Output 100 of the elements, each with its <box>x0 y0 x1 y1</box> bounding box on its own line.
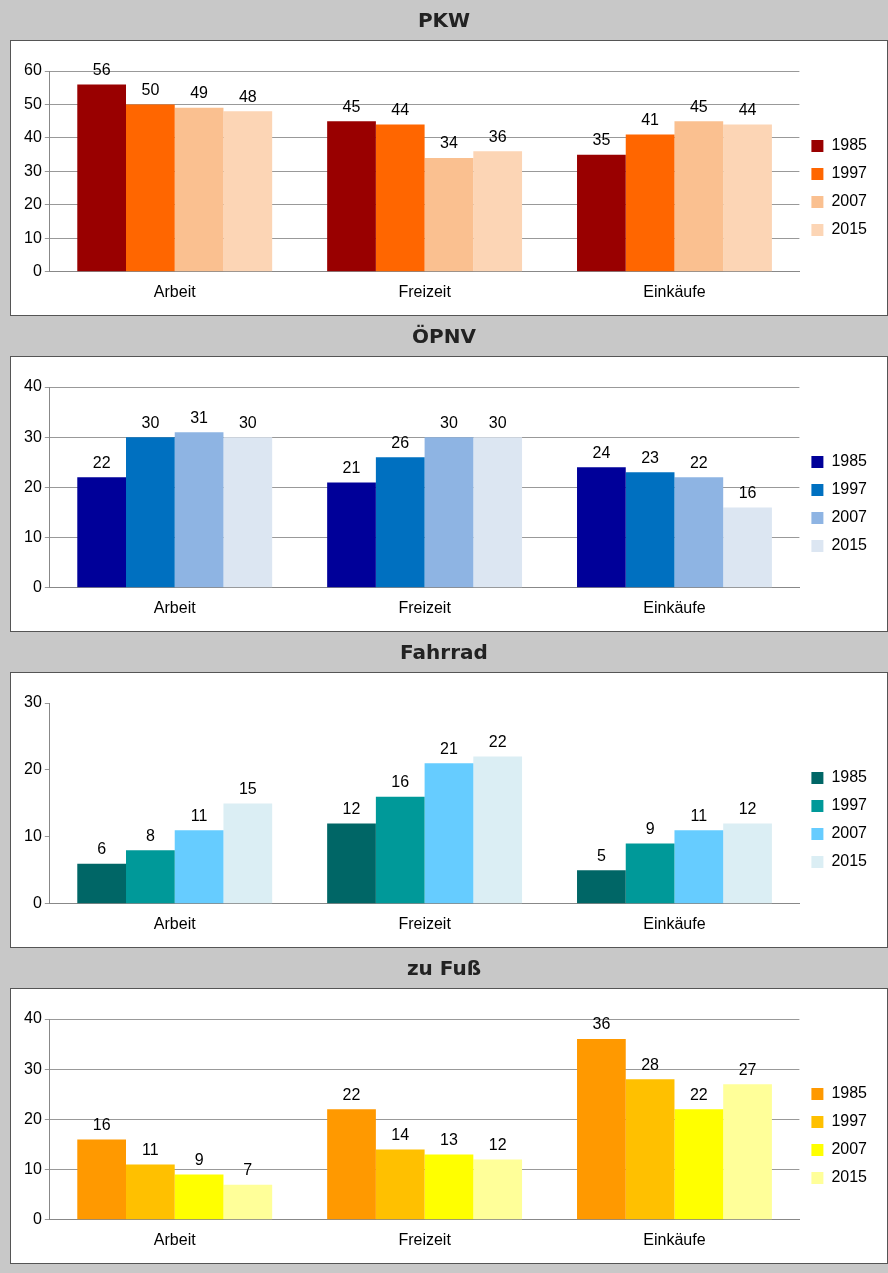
bar <box>223 803 273 904</box>
bar <box>473 437 523 588</box>
legend-label: 2015 <box>831 852 868 870</box>
bar <box>577 154 626 272</box>
y-tick-label: 40 <box>24 377 42 395</box>
bar <box>674 830 724 904</box>
data-label: 12 <box>738 799 757 817</box>
data-label: 6 <box>97 840 107 858</box>
bar <box>223 111 273 272</box>
data-label: 24 <box>592 443 611 461</box>
data-label: 30 <box>238 413 257 431</box>
data-label: 13 <box>440 1130 458 1148</box>
data-label: 28 <box>641 1055 660 1073</box>
legend-label: 2007 <box>831 508 868 526</box>
data-label: 36 <box>488 127 507 145</box>
data-label: 56 <box>92 60 111 78</box>
y-tick-label: 0 <box>32 1210 42 1228</box>
data-label: 16 <box>738 483 757 501</box>
bar <box>674 121 724 272</box>
bar <box>375 796 425 904</box>
bar <box>327 1109 376 1220</box>
bar <box>473 151 523 272</box>
data-label: 23 <box>641 448 660 466</box>
bar <box>327 121 376 272</box>
y-tick-label: 0 <box>32 578 42 596</box>
bar <box>126 1164 175 1220</box>
bar <box>375 1149 425 1220</box>
bar <box>77 863 127 904</box>
legend-label: 2007 <box>831 192 868 210</box>
x-tick-label: Arbeit <box>153 1230 197 1248</box>
data-label: 5 <box>596 846 606 864</box>
y-tick-label: 20 <box>24 477 42 495</box>
bar <box>327 823 376 904</box>
bar <box>77 84 127 272</box>
y-tick-label: 50 <box>24 94 42 112</box>
data-label: 22 <box>689 453 708 471</box>
bar <box>327 482 376 588</box>
data-label: 22 <box>342 1085 361 1103</box>
bar <box>77 1139 127 1220</box>
data-label: 26 <box>391 433 410 451</box>
legend-label: 2007 <box>831 824 868 842</box>
y-tick-label: 40 <box>24 128 42 146</box>
data-label: 12 <box>488 1135 507 1153</box>
bar <box>723 823 772 904</box>
legend-label: 1985 <box>831 136 868 154</box>
bar <box>424 437 474 588</box>
x-tick-label: Arbeit <box>153 598 197 616</box>
legend-label: 2015 <box>831 220 868 238</box>
data-label: 30 <box>440 413 458 431</box>
bar <box>577 1039 626 1220</box>
data-label: 12 <box>342 799 361 817</box>
y-tick-label: 10 <box>24 827 42 845</box>
y-tick-label: 20 <box>24 1109 42 1127</box>
data-label: 9 <box>645 819 655 837</box>
bar <box>375 124 425 272</box>
x-tick-label: Einkäufe <box>643 598 706 616</box>
data-label: 41 <box>641 110 660 128</box>
data-label: 22 <box>92 453 111 471</box>
bar <box>723 507 772 588</box>
x-tick-label: Einkäufe <box>643 1230 706 1248</box>
bar <box>424 1154 474 1220</box>
bar <box>126 437 175 588</box>
data-label: 21 <box>342 458 361 476</box>
data-label: 45 <box>689 97 708 115</box>
data-label: 8 <box>145 826 155 844</box>
x-tick-label: Einkäufe <box>643 282 706 300</box>
bar <box>174 107 224 272</box>
data-label: 9 <box>194 1151 204 1169</box>
chart-title: Fahrrad <box>399 639 489 666</box>
bar <box>625 1079 675 1220</box>
legend-label: 2015 <box>831 536 868 554</box>
bar <box>625 472 675 588</box>
data-label: 7 <box>243 1161 253 1179</box>
legend-label: 1985 <box>831 452 868 470</box>
legend-label: 1997 <box>831 164 868 182</box>
legend-label: 1997 <box>831 796 868 814</box>
data-label: 30 <box>488 413 507 431</box>
data-label: 11 <box>190 806 208 824</box>
data-label: 11 <box>142 1140 159 1158</box>
y-tick-label: 60 <box>24 61 42 79</box>
x-tick-label: Freizeit <box>398 598 452 616</box>
bar <box>625 843 675 904</box>
bar <box>674 1109 724 1220</box>
y-tick-label: 30 <box>24 693 42 711</box>
bar <box>577 467 626 588</box>
x-tick-label: Arbeit <box>153 914 197 932</box>
legend-label: 1997 <box>831 480 868 498</box>
bar <box>424 763 474 904</box>
data-label: 30 <box>141 413 160 431</box>
bar <box>223 437 273 588</box>
y-tick-label: 30 <box>24 161 42 179</box>
y-tick-label: 20 <box>24 195 42 213</box>
data-label: 48 <box>238 87 257 105</box>
chart-title: zu Fuß <box>405 955 483 982</box>
data-label: 22 <box>488 732 507 750</box>
bar <box>473 756 523 904</box>
bar <box>375 457 425 588</box>
data-label: 22 <box>689 1085 708 1103</box>
bar <box>723 1084 772 1220</box>
bar <box>126 850 175 904</box>
